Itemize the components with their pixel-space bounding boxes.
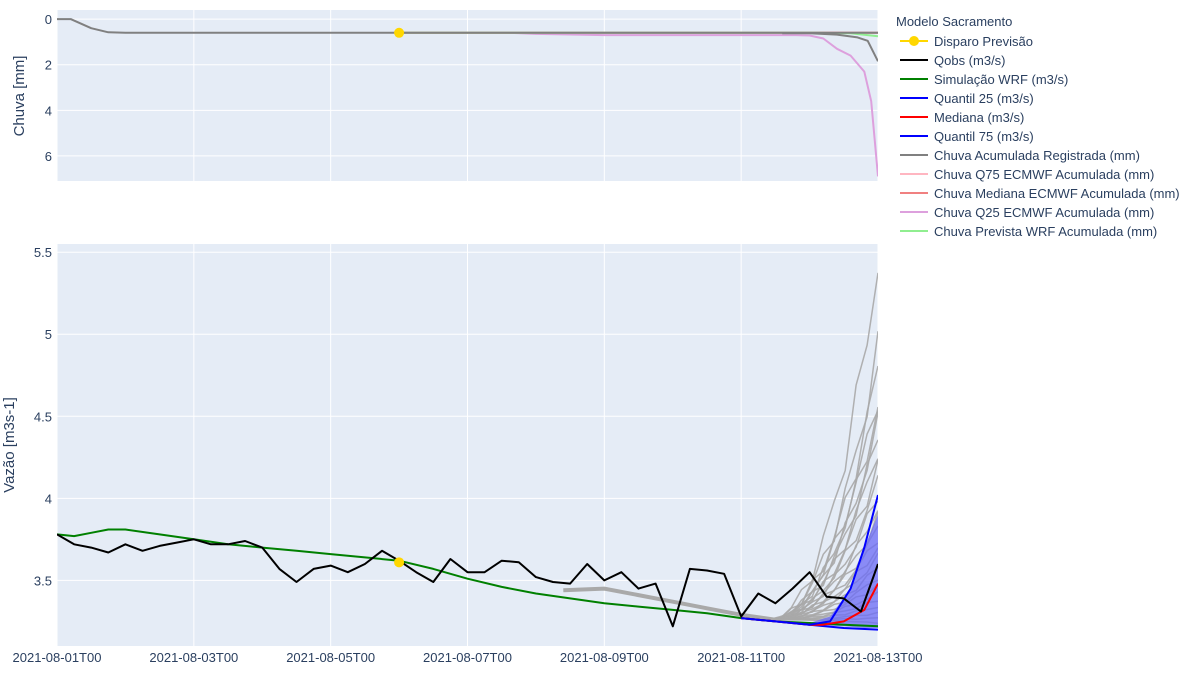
legend-item[interactable]: Chuva Prevista WRF Acumulada (mm) — [900, 224, 1157, 239]
legend-marker — [909, 36, 919, 46]
flow-series — [57, 272, 878, 631]
legend-item[interactable]: Quantil 75 (m3/s) — [900, 129, 1034, 144]
rain-series-line-registrada_top — [782, 32, 878, 62]
ensemble-member-line — [768, 412, 878, 621]
legend-label: Chuva Mediana ECMWF Acumulada (mm) — [934, 186, 1180, 201]
legend-item[interactable]: Qobs (m3/s) — [900, 53, 1006, 68]
ensemble-band — [782, 514, 878, 628]
flow-y-tick-label: 3.5 — [34, 573, 52, 588]
rain-y-ticks: 0 2 4 6 — [45, 12, 52, 164]
flow-series-line-sim_wrf — [57, 528, 878, 628]
legend-label: Chuva Q75 ECMWF Acumulada (mm) — [934, 167, 1154, 182]
x-axis-ticks: 2021-08-01T00 2021-08-03T00 2021-08-05T00 2… — [13, 650, 923, 665]
x-tick-label: 2021-08-13T00 — [834, 650, 923, 665]
legend-item[interactable]: Chuva Acumulada Registrada (mm) — [900, 148, 1140, 163]
legend-label: Quantil 25 (m3/s) — [934, 91, 1034, 106]
ensemble-member-line — [768, 331, 878, 621]
legend-item[interactable]: Simulação WRF (m3/s) — [900, 72, 1068, 87]
flow-series-line-qobs — [57, 533, 878, 628]
x-tick-label: 2021-08-07T00 — [423, 650, 512, 665]
rain-gridlines — [56, 10, 879, 181]
x-tick-label: 2021-08-03T00 — [149, 650, 238, 665]
rain-y-tick-label: 6 — [45, 149, 52, 164]
x-tick-label: 2021-08-01T00 — [13, 650, 102, 665]
rain-y-tick-label: 0 — [45, 12, 52, 27]
legend-label: Chuva Q25 ECMWF Acumulada (mm) — [934, 205, 1154, 220]
x-tick-label: 2021-08-05T00 — [286, 650, 375, 665]
legend-label: Qobs (m3/s) — [934, 53, 1006, 68]
ensemble-member-line — [768, 511, 878, 621]
flow-y-axis-label: Vazão [m3s-1] — [1, 397, 18, 493]
flow-panel: 3.5 4 4.5 5 5.5 Vazão [m3s-1] — [1, 244, 879, 646]
legend[interactable]: Modelo Sacramento Disparo Previsão Qobs (… — [896, 14, 1180, 239]
legend-label: Simulação WRF (m3/s) — [934, 72, 1068, 87]
rain-series-line-q25 — [399, 31, 878, 177]
flow-y-ticks: 3.5 4 4.5 5 5.5 — [34, 245, 52, 588]
legend-item[interactable]: Chuva Q75 ECMWF Acumulada (mm) — [900, 167, 1154, 182]
rain-trigger-marker — [394, 27, 405, 38]
legend-title: Modelo Sacramento — [896, 14, 1012, 29]
flow-y-tick-label: 5 — [45, 327, 52, 342]
legend-label: Chuva Prevista WRF Acumulada (mm) — [934, 224, 1157, 239]
legend-label: Quantil 75 (m3/s) — [934, 129, 1034, 144]
flow-series-line-q75 — [741, 494, 878, 626]
x-tick-label: 2021-08-09T00 — [560, 650, 649, 665]
legend-item[interactable]: Quantil 25 (m3/s) — [900, 91, 1034, 106]
flow-y-tick-label: 4 — [45, 491, 52, 506]
rain-panel: 0 2 4 6 Chuva [mm] — [11, 10, 879, 181]
legend-items[interactable]: Disparo Previsão Qobs (m3/s) Simulação WRF… — [900, 34, 1180, 239]
rain-series — [57, 18, 878, 177]
flow-trigger-marker — [394, 557, 405, 568]
rain-y-tick-label: 2 — [45, 58, 52, 73]
flow-gridlines — [56, 244, 879, 646]
legend-label: Chuva Acumulada Registrada (mm) — [934, 148, 1140, 163]
rain-y-tick-label: 4 — [45, 103, 52, 118]
legend-label: Disparo Previsão — [934, 34, 1033, 49]
rain-y-axis-label: Chuva [mm] — [11, 56, 28, 137]
flow-y-tick-label: 4.5 — [34, 409, 52, 424]
legend-item[interactable]: Mediana (m3/s) — [900, 110, 1024, 125]
x-tick-label: 2021-08-11T00 — [697, 650, 785, 665]
legend-item[interactable]: Disparo Previsão — [900, 34, 1033, 49]
flow-y-tick-label: 5.5 — [34, 245, 52, 260]
legend-item[interactable]: Chuva Q25 ECMWF Acumulada (mm) — [900, 205, 1154, 220]
legend-label: Mediana (m3/s) — [934, 110, 1024, 125]
legend-item[interactable]: Chuva Mediana ECMWF Acumulada (mm) — [900, 186, 1180, 201]
